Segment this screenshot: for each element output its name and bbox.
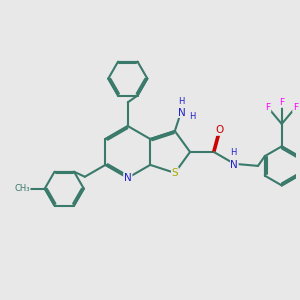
Text: O: O [215, 125, 224, 135]
Text: F: F [266, 103, 271, 112]
Text: S: S [172, 168, 178, 178]
Text: H: H [189, 112, 196, 121]
Text: F: F [279, 98, 284, 107]
Text: N: N [124, 173, 132, 183]
Text: H: H [230, 148, 237, 157]
Text: F: F [293, 103, 298, 112]
Text: N: N [124, 173, 132, 183]
Text: CH₃: CH₃ [15, 184, 30, 193]
Text: H: H [178, 97, 185, 106]
Text: N: N [230, 160, 238, 170]
Text: N: N [178, 107, 185, 118]
Text: S: S [172, 168, 178, 178]
